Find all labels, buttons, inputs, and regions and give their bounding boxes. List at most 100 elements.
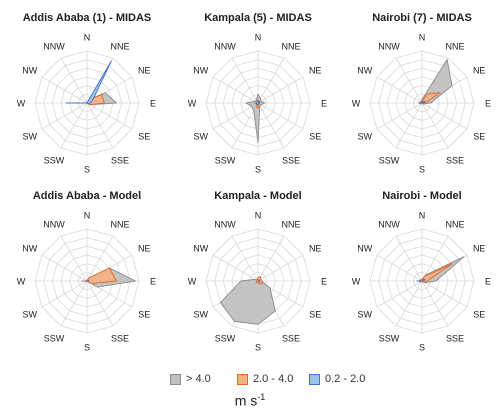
direction-label: W [188,277,197,287]
direction-label: NNW [378,41,400,51]
direction-label: SW [358,132,373,142]
direction-label: NE [309,244,322,254]
direction-label: W [352,99,361,109]
direction-label: NNW [43,219,65,229]
direction-label: NNW [214,41,236,51]
series-area-02-2 [84,279,90,282]
grid-spoke [41,102,88,130]
grid-spoke [395,235,423,282]
grid-spoke [257,102,304,130]
direction-label: SW [194,310,209,320]
direction-label: N [419,211,426,221]
direction-label: NNE [110,41,129,51]
chart-title: Addis Ababa - Model [33,190,141,202]
direction-label: N [255,33,262,43]
direction-label: SSE [446,334,464,344]
series-area-2-4 [81,267,117,285]
grid-spoke [212,102,259,130]
grid-spoke [86,280,114,327]
legend-item-2-4: 2.0 - 4.0 [237,373,293,385]
direction-label: E [321,277,327,287]
wind-rose-2: Kampala (5) - MIDAS N NNE NE E SE SSE S SSW SW W NW… [188,12,327,175]
direction-label: SSE [111,334,129,344]
series-area-02-2 [416,278,426,282]
direction-label: SSW [215,156,236,166]
direction-label: NE [473,244,486,254]
direction-label: SSE [282,334,300,344]
direction-label: SW [23,310,38,320]
grid-spoke [86,102,133,130]
grid-spoke [257,254,304,282]
direction-label: S [419,343,425,353]
grid-spoke [60,57,88,104]
chart-title: Nairobi - Model [382,190,461,202]
direction-label: NNW [214,219,236,229]
legend-item-gt4: > 4.0 [170,373,211,385]
grid-spoke [257,235,285,282]
wind-rose-1: Addis Ababa (1) - MIDAS N NNE NE E SE SSE S SSW S… [17,12,156,175]
direction-label: NW [357,244,372,254]
direction-label: W [17,277,26,287]
direction-label: E [485,99,491,109]
direction-label: NE [138,66,151,76]
direction-label: N [255,211,262,221]
direction-label: E [150,277,156,287]
direction-label: N [84,33,91,43]
direction-label: SE [473,310,485,320]
series-area-02-2 [255,100,261,106]
direction-label: NE [473,66,486,76]
direction-label: SSW [44,156,65,166]
direction-label: W [188,99,197,109]
grid-spoke [421,102,468,130]
grid-spoke [395,57,423,104]
direction-label: SSW [379,334,400,344]
direction-label: NNE [110,219,129,229]
grid-spoke [421,102,449,149]
wind-rose-6: Nairobi - Model N NNE NE E SE SSE S SSW SW W NW NNW [352,190,491,353]
legend-item-02-2: 0.2 - 2.0 [309,373,365,385]
direction-label: NNW [378,219,400,229]
grid-spoke [60,280,88,327]
direction-label: SSW [44,334,65,344]
units-base: m s [234,392,258,409]
direction-label: NW [22,66,37,76]
grid-spoke [395,102,423,149]
units-exponent: -1 [257,392,266,402]
direction-label: SSW [215,334,236,344]
series-area-02-2 [419,100,426,104]
grid-spoke [41,254,88,282]
direction-label: NE [309,66,322,76]
direction-label: W [17,99,26,109]
chart-title: Addis Ababa (1) - MIDAS [23,12,152,24]
grid-spoke [257,57,285,104]
grid-spoke [86,235,114,282]
grid-spoke [257,102,285,149]
direction-label: E [150,99,156,109]
grid-spoke [376,280,423,308]
direction-label: SW [194,132,209,142]
legend-label-02-2: 0.2 - 2.0 [325,373,366,385]
direction-label: S [84,343,90,353]
series-area-gt4 [220,278,276,325]
direction-label: SSE [282,156,300,166]
direction-label: S [84,165,90,175]
units-label: m s-1 [0,392,500,409]
chart-title: Kampala - Model [214,190,301,202]
direction-label: NNE [281,41,300,51]
grid-spoke [212,254,259,282]
direction-label: N [84,211,91,221]
series-area-02-2 [257,279,261,283]
direction-label: S [255,343,261,353]
direction-label: SW [358,310,373,320]
grid-spoke [60,235,88,282]
grid-spoke [231,57,259,104]
grid-spoke [41,280,88,308]
direction-label: NNE [281,219,300,229]
chart-title: Kampala (5) - MIDAS [204,12,312,24]
legend-label-2-4: 2.0 - 4.0 [253,373,294,385]
wind-rose-5: Kampala - Model N NNE NE E SE SSE S SSW SW W NW NNW [188,190,327,353]
direction-label: SE [309,310,321,320]
direction-label: E [485,277,491,287]
legend-swatch-gt4 [170,373,181,385]
